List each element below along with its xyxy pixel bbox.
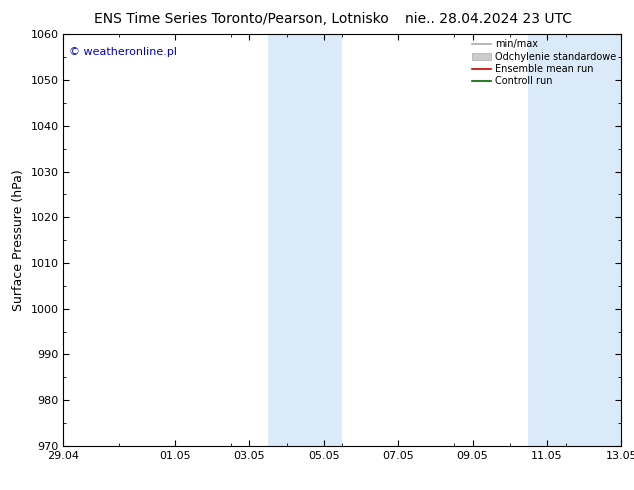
Bar [268, 34, 342, 446]
Bar [528, 34, 621, 446]
Text: ENS Time Series Toronto/Pearson, Lotnisko: ENS Time Series Toronto/Pearson, Lotnisk… [94, 12, 388, 26]
Text: © weatheronline.pl: © weatheronline.pl [69, 47, 177, 57]
Legend: min/max, Odchylenie standardowe, Ensemble mean run, Controll run: min/max, Odchylenie standardowe, Ensembl… [469, 36, 619, 89]
Text: nie.. 28.04.2024 23 UTC: nie.. 28.04.2024 23 UTC [404, 12, 572, 26]
Y-axis label: Surface Pressure (hPa): Surface Pressure (hPa) [12, 169, 25, 311]
